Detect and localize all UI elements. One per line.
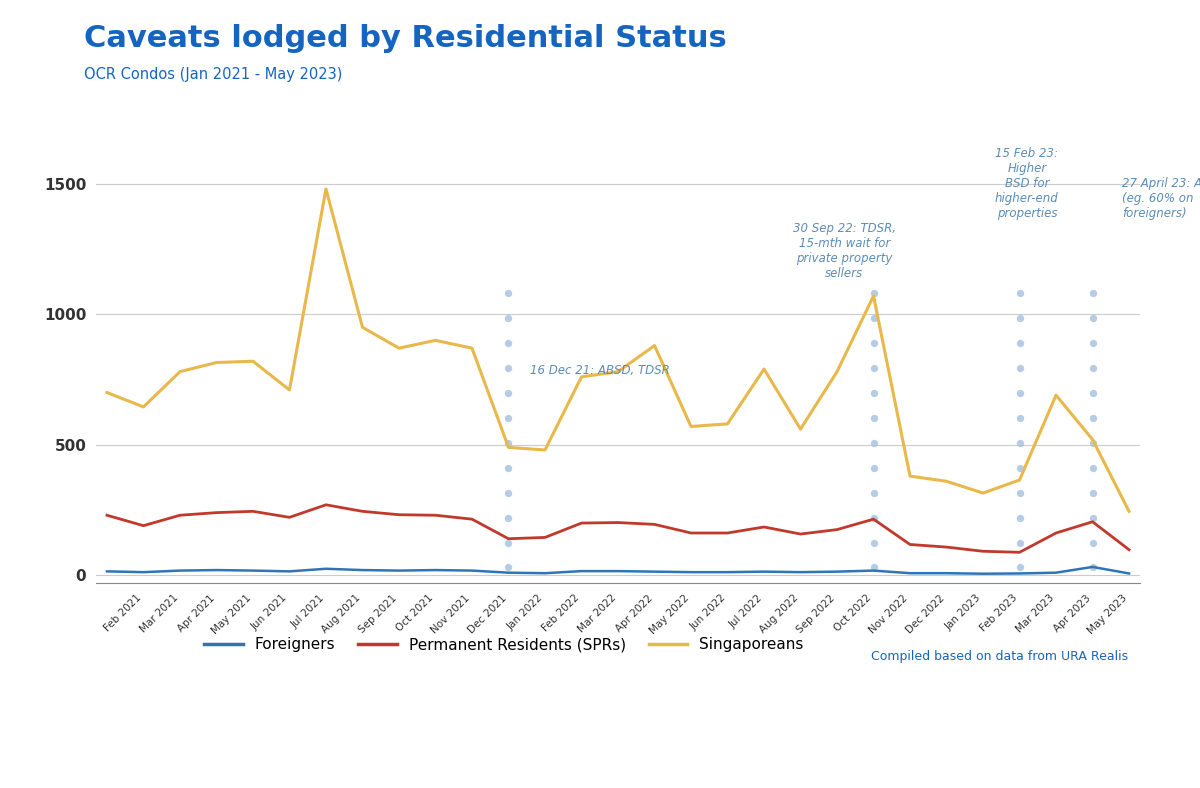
Point	[864, 536, 883, 548]
Point	[864, 411, 883, 424]
Point	[864, 362, 883, 374]
Point	[1010, 536, 1030, 548]
Point	[864, 561, 883, 574]
Point	[1082, 561, 1102, 574]
Point	[864, 486, 883, 499]
Point	[499, 437, 518, 449]
Point	[1010, 362, 1030, 374]
Point	[1082, 337, 1102, 350]
Point	[1010, 312, 1030, 325]
Text: OCR Condos (Jan 2021 - May 2023): OCR Condos (Jan 2021 - May 2023)	[84, 67, 342, 82]
Point	[1010, 411, 1030, 424]
Point	[1082, 486, 1102, 499]
Point	[1082, 536, 1102, 548]
Point	[499, 536, 518, 548]
Point	[1082, 437, 1102, 449]
Text: f: f	[694, 729, 703, 748]
Point	[1010, 287, 1030, 299]
Point	[499, 337, 518, 350]
Point	[864, 387, 883, 400]
Text: @99.co.housetips: @99.co.housetips	[474, 734, 568, 743]
Point	[1010, 486, 1030, 499]
Point	[1010, 387, 1030, 400]
Point	[864, 437, 883, 449]
Point	[499, 312, 518, 325]
Point	[1082, 411, 1102, 424]
Point	[1082, 462, 1102, 474]
Point	[499, 561, 518, 574]
Text: 16 Dec 21: ABSD, TDSR: 16 Dec 21: ABSD, TDSR	[530, 364, 670, 377]
Point	[1010, 337, 1030, 350]
Text: Caveats lodged by Residential Status: Caveats lodged by Residential Status	[84, 24, 727, 53]
Text: @99.co: @99.co	[474, 727, 514, 736]
Text: @99.co.condo: @99.co.condo	[716, 739, 791, 749]
Point	[1082, 362, 1102, 374]
Text: □: □	[439, 728, 461, 749]
Point	[1010, 437, 1030, 449]
Point	[864, 287, 883, 299]
Point	[499, 486, 518, 499]
Text: 27 April 23: ABSD
(eg. 60% on
foreigners): 27 April 23: ABSD (eg. 60% on foreigners…	[1122, 177, 1200, 221]
Point	[499, 362, 518, 374]
Point	[864, 337, 883, 350]
Point	[1010, 511, 1030, 524]
Text: Ⓜ: Ⓜ	[56, 724, 76, 753]
Point	[1082, 511, 1102, 524]
Text: Compiled based on data from URA Realis: Compiled based on data from URA Realis	[871, 650, 1128, 663]
Point	[499, 287, 518, 299]
Text: 15 Feb 23:
Higher
BSD for
higher-end
properties: 15 Feb 23: Higher BSD for higher-end pro…	[995, 147, 1058, 221]
Text: @99dotco: @99dotco	[716, 723, 769, 733]
Text: @99.co.luxury: @99.co.luxury	[716, 747, 792, 756]
Text: @99.co.housetips: @99.co.housetips	[1022, 738, 1116, 748]
Point	[1010, 462, 1030, 474]
Point	[499, 511, 518, 524]
Point	[1082, 387, 1102, 400]
Point	[499, 387, 518, 400]
Text: 99.co: 99.co	[120, 728, 184, 749]
Point	[499, 411, 518, 424]
Point	[1082, 287, 1102, 299]
Point	[1010, 561, 1030, 574]
Text: @99.co.houseinsights: @99.co.houseinsights	[474, 742, 589, 751]
Point	[1082, 312, 1102, 325]
Text: @99.co.hdb: @99.co.hdb	[716, 731, 779, 741]
Legend: Foreigners, Permanent Residents (SPRs), Singaporeans: Foreigners, Permanent Residents (SPRs), …	[198, 631, 810, 658]
Point	[864, 312, 883, 325]
Point	[864, 511, 883, 524]
Point	[499, 462, 518, 474]
Text: @99.co: @99.co	[1022, 730, 1062, 739]
Text: 30 Sep 22: TDSR,
15-mth wait for
private property
sellers: 30 Sep 22: TDSR, 15-mth wait for private…	[793, 222, 896, 281]
Text: ♫: ♫	[994, 729, 1010, 748]
Point	[864, 462, 883, 474]
